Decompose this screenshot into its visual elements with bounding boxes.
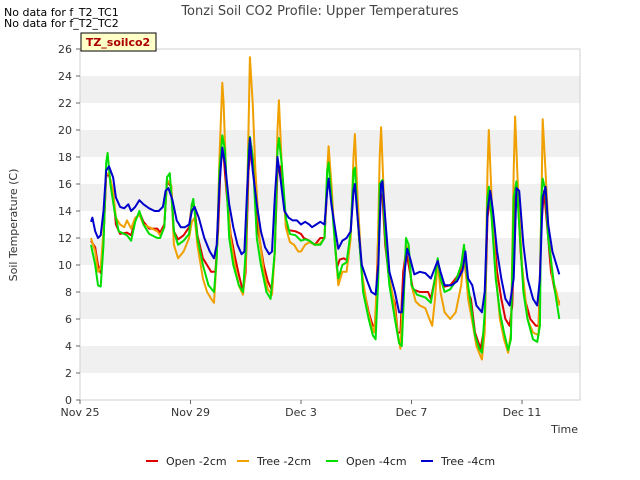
y-tick-label: 0 (65, 394, 72, 407)
grid-band (80, 49, 580, 76)
badge-label: TZ_soilco2 (86, 36, 150, 49)
y-tick-label: 10 (58, 259, 72, 272)
x-tick-label: Dec 3 (285, 406, 317, 419)
no-data-note-1: No data for f_T2_TC1 (4, 6, 119, 19)
x-tick-label: Dec 11 (503, 406, 542, 419)
plot-frame (79, 48, 581, 401)
legend-label: Tree -2cm (256, 455, 311, 468)
series-line-2 (90, 134, 561, 354)
chart-title: Tonzi Soil CO2 Profile: Upper Temperatur… (180, 4, 459, 19)
series-lines (90, 56, 561, 361)
y-tick-label: 18 (58, 151, 72, 164)
badge: TZ_soilco2 (80, 32, 157, 52)
y-tick-label: 20 (58, 124, 72, 137)
y-tick-label: 24 (58, 70, 72, 83)
grid-band (80, 346, 580, 373)
y-tick-label: 26 (58, 43, 72, 56)
grid-band (80, 211, 580, 238)
series-line-3 (90, 137, 561, 314)
x-axis-ticks: Nov 25 Nov 29 Dec 3 Dec 7 Dec 11 (61, 400, 542, 419)
x-axis-label: Time (550, 423, 578, 436)
grid-band (80, 238, 580, 265)
y-tick-label: 22 (58, 97, 72, 110)
y-tick-label: 2 (65, 367, 72, 380)
no-data-note-2: No data for f_T2_TC2 (4, 17, 119, 30)
grid-band (80, 103, 580, 130)
grid-band (80, 292, 580, 319)
y-tick-label: 14 (58, 205, 72, 218)
grid-band (80, 373, 580, 400)
x-tick-label: Nov 25 (61, 406, 100, 419)
y-tick-label: 8 (65, 286, 72, 299)
y-tick-label: 4 (65, 340, 72, 353)
grid-band (80, 265, 580, 292)
y-axis-label: Soil Temperature (C) (7, 169, 20, 282)
y-tick-label: 12 (58, 232, 72, 245)
legend-label: Tree -4cm (440, 455, 495, 468)
grid-band (80, 319, 580, 346)
y-tick-label: 16 (58, 178, 72, 191)
grid-band (80, 76, 580, 103)
legend-label: Open -2cm (166, 455, 227, 468)
x-tick-label: Dec 7 (396, 406, 428, 419)
legend-label: Open -4cm (346, 455, 407, 468)
grid-bands (80, 49, 580, 400)
legend: Open -2cm Tree -2cm Open -4cm Tree -4cm (146, 455, 495, 468)
y-tick-label: 6 (65, 313, 72, 326)
x-tick-label: Nov 29 (171, 406, 210, 419)
